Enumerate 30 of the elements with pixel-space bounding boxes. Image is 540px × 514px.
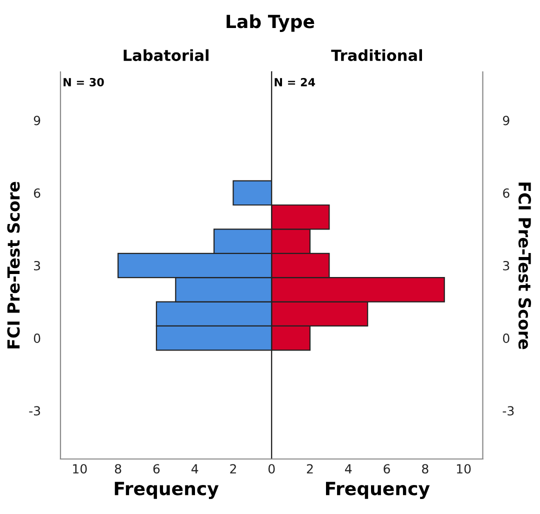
chart-title: Lab Type <box>226 14 314 32</box>
y-axis-title: FCI Pre-Test Score <box>518 182 532 350</box>
annotation: N = 24 <box>274 78 316 86</box>
x-tick-label: 8 <box>422 464 428 474</box>
y-tick-label: 9 <box>34 116 40 126</box>
x-axis-title: Frequency <box>114 482 219 499</box>
x-tick-label: 4 <box>345 464 352 474</box>
x-tick-label: 10 <box>73 464 87 474</box>
y-tick-label: -3 <box>502 406 514 416</box>
y-axis-title: FCI Pre-Test Score <box>7 182 20 348</box>
y-tick-label: 0 <box>503 334 510 343</box>
x-tick-label: 6 <box>384 464 390 474</box>
y-tick-label: 6 <box>503 188 510 198</box>
annotation: N = 30 <box>64 78 104 86</box>
x-tick-label: 2 <box>306 464 313 474</box>
x-axis-title: Frequency <box>326 482 430 499</box>
y-tick-label: 6 <box>34 188 40 198</box>
chart-subtitle: Traditional <box>331 49 422 62</box>
x-tick-label: 2 <box>230 464 236 474</box>
y-tick-label: 9 <box>502 116 510 126</box>
y-tick-label: -3 <box>29 406 40 416</box>
x-tick-label: 6 <box>153 464 160 474</box>
chart-subtitle: Labatorial <box>124 49 208 62</box>
x-tick-label: 4 <box>191 464 198 474</box>
x-tick-label: 0 <box>268 464 275 474</box>
y-tick-label: 0 <box>34 334 40 343</box>
x-tick-label: 8 <box>114 464 122 474</box>
x-tick-label: 10 <box>456 464 471 474</box>
y-tick-label: 3 <box>34 260 40 270</box>
y-tick-label: 3 <box>503 260 510 270</box>
